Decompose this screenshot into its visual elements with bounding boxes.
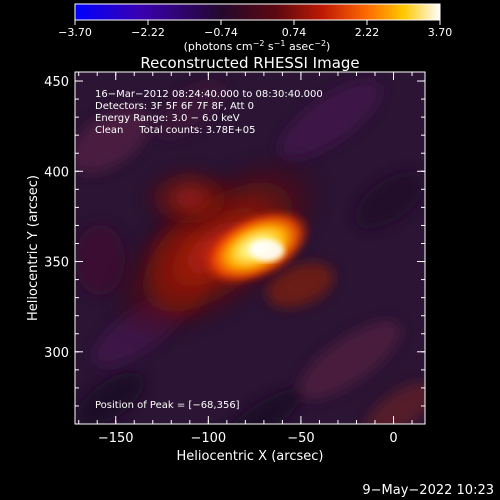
colorbar-ticks: −3.70 −2.22 −0.74 0.74 2.22 3.70 [58,20,452,39]
x-tick-label: −100 [190,431,226,446]
x-tick-label: −50 [287,431,314,446]
info-energy-range: Energy Range: 3.0 − 6.0 keV [95,113,240,124]
y-tick-label: 300 [44,346,69,361]
y-axis: 300 350 400 450 [44,75,425,407]
colorbar-tick-label: −3.70 [58,26,92,39]
info-time-range: 16−Mar−2012 08:24:40.000 to 08:30:40.000 [95,89,323,100]
y-tick-label: 350 [44,256,69,271]
y-tick-label: 450 [44,75,69,90]
info-total-counts: Clean Total counts: 3.78E+05 [95,125,255,136]
source-layer [107,152,328,342]
x-tick-label: 0 [389,431,397,446]
peak-position-label: Position of Peak = [−68,356] [95,400,240,411]
plot-title: Reconstructed RHESSI Image [140,54,359,72]
colorbar [74,3,441,21]
x-axis-label: Heliocentric X (arcsec) [177,449,324,464]
colorbar-tick-label: −2.22 [131,26,165,39]
peak-core [250,239,285,262]
colorbar-tick-label: 0.74 [282,26,307,39]
colorbar-tick-label: 3.70 [428,26,453,39]
colorbar-tick-label: −0.74 [204,26,238,39]
plot-frame [74,71,426,425]
faint-source [137,162,242,235]
heatmap-image [75,72,425,424]
timestamp: 9−May−2022 10:23 [362,483,494,498]
colorbar-tick-label: 2.22 [355,26,380,39]
colorbar-units: (photons cm−2 s−1 asec−2) [184,39,331,53]
y-tick-label: 400 [44,165,69,180]
x-tick-label: −150 [98,431,134,446]
y-axis-label: Heliocentric Y (arcsec) [26,175,41,321]
x-axis: −150 −100 −50 0 [78,72,413,446]
info-detectors: Detectors: 3F 5F 6F 7F 8F, Att 0 [95,101,254,112]
